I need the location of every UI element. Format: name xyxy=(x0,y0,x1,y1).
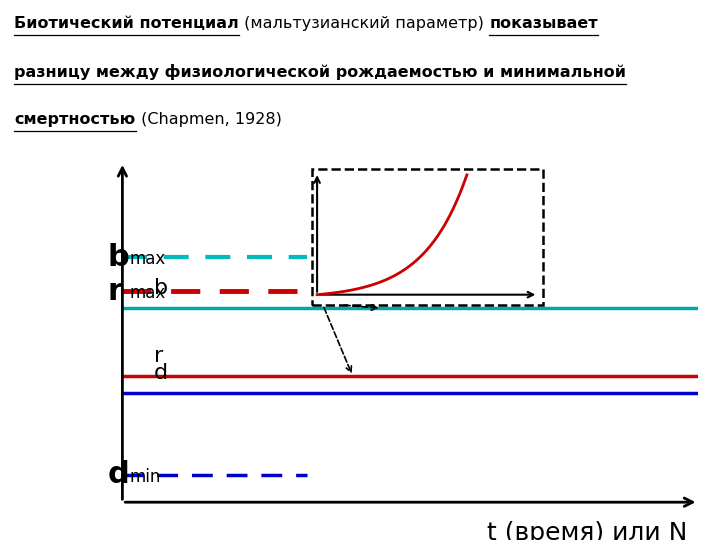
Text: смертностью: смертностью xyxy=(14,112,135,127)
Text: d: d xyxy=(108,461,130,489)
Bar xyxy=(312,169,543,305)
Text: max: max xyxy=(130,284,166,302)
Text: d: d xyxy=(154,363,168,383)
Text: Биотический потенциал: Биотический потенциал xyxy=(14,16,239,31)
Text: (Chapmen, 1928): (Chapmen, 1928) xyxy=(135,112,282,127)
Text: b: b xyxy=(108,243,130,272)
Text: (мальтузианский параметр): (мальтузианский параметр) xyxy=(239,16,489,31)
Text: разницу между физиологической рождаемостью и минимальной: разницу между физиологической рождаемост… xyxy=(14,64,626,80)
Text: b: b xyxy=(154,278,168,298)
Text: r: r xyxy=(154,346,163,366)
Text: min: min xyxy=(130,468,161,485)
Text: max: max xyxy=(130,250,166,268)
Text: показывает: показывает xyxy=(489,16,598,31)
Text: t (время) или N: t (время) или N xyxy=(487,521,687,540)
Text: r: r xyxy=(108,277,123,306)
